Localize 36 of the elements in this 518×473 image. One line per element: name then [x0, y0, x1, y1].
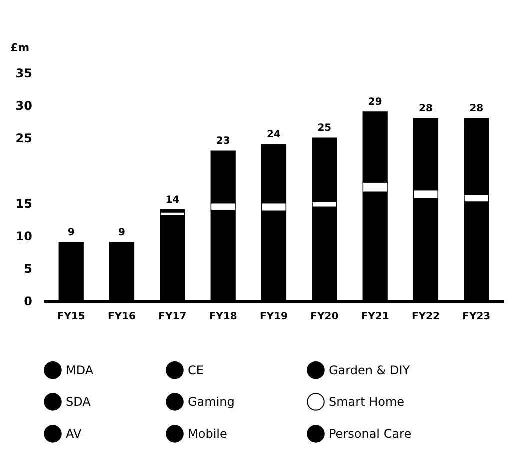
y-tick-label: 5 [24, 262, 32, 276]
total-label: 9 [68, 227, 75, 238]
x-tick-label: FY20 [310, 312, 339, 322]
y-tick-label: 25 [16, 132, 32, 146]
legend-label: Mobile [188, 427, 228, 441]
legend-label: Gaming [188, 395, 235, 409]
total-label: 29 [368, 97, 382, 108]
legend-label: AV [66, 427, 82, 441]
x-tick-label: FY17 [158, 312, 187, 322]
x-tick-label: FY23 [462, 312, 491, 322]
bar [160, 209, 186, 213]
y-tick-label: 0 [24, 294, 32, 308]
legend-label: Garden & DIY [329, 363, 411, 378]
x-tick-label: FY21 [361, 312, 390, 322]
y-tick-label: 35 [16, 66, 32, 80]
legend-label: Smart Home [329, 395, 405, 409]
y-tick-label: 15 [16, 196, 32, 211]
total-label: 28 [419, 104, 433, 115]
y-tick-label: 30 [16, 99, 32, 114]
total-label: 9 [118, 227, 126, 238]
x-tick-label: FY19 [260, 312, 288, 322]
legend-label: Personal Care [329, 427, 412, 441]
x-tick-label: FY15 [57, 312, 86, 322]
y-axis-title: £m [10, 42, 30, 54]
legend-label: CE [188, 363, 204, 378]
legend-label: SDA [66, 395, 92, 409]
total-label: 25 [318, 123, 332, 134]
x-tick-label: FY16 [108, 312, 136, 322]
total-label: 14 [166, 194, 180, 206]
total-label: 24 [267, 130, 281, 141]
x-tick-label: FY18 [209, 312, 238, 322]
total-label: 28 [470, 104, 484, 115]
total-label: 23 [216, 136, 230, 148]
x-tick-label: FY22 [412, 312, 440, 322]
y-tick-label: 10 [16, 229, 32, 244]
legend-label: MDA [66, 363, 94, 378]
